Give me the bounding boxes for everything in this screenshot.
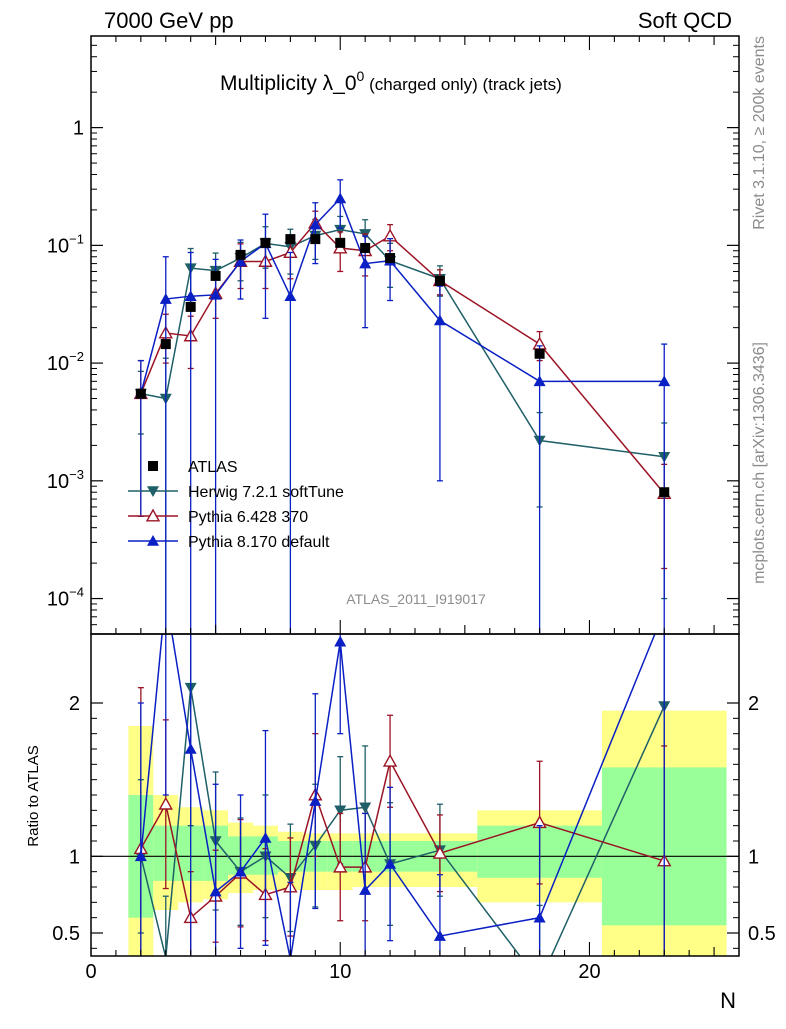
ratio-series-line: [140, 687, 665, 956]
data-point: [335, 237, 346, 248]
ratio-y-axis-label: Ratio to ATLAS: [25, 745, 42, 846]
ratio-y-tick-label-right: 0.5: [748, 923, 776, 945]
legend-marker: [148, 461, 158, 471]
legend-marker: [147, 535, 159, 546]
x-tick-label: 20: [578, 961, 600, 983]
main-y-tick-base: 10: [47, 589, 69, 611]
main-marker: [209, 288, 222, 300]
main-y-tick-exp: −4: [69, 585, 84, 600]
main-y-tick-base: 10: [47, 471, 69, 493]
legend-marker: [147, 486, 159, 497]
ratio-marker: [359, 802, 372, 814]
ratio-y-tick-label: 2: [69, 693, 80, 715]
ratio-marker: [433, 930, 446, 941]
data-point: [285, 234, 296, 245]
main-marker: [359, 257, 372, 269]
main-series-line: [140, 221, 665, 495]
main-series-line: [140, 228, 665, 458]
ratio-marker: [382, 753, 398, 767]
main-series-layer: [133, 179, 672, 634]
ratio-series-line: [140, 634, 656, 956]
legend-entry-label: Pythia 8.170 default: [188, 534, 330, 551]
data-point: [534, 348, 545, 359]
main-marker: [184, 290, 197, 301]
main-y-tick-label: 1: [73, 118, 84, 140]
analysis-watermark: ATLAS_2011_I919017: [346, 591, 486, 607]
ratio-marker: [209, 885, 222, 897]
legend-entry-label: Pythia 6.428 370: [188, 509, 308, 526]
data-point: [434, 275, 445, 286]
main-y-tick-label: 10−4: [47, 585, 84, 611]
header-left-label: 7000 GeV pp: [104, 8, 234, 33]
main-y-tick-base: 10: [47, 235, 69, 257]
ratio-marker: [134, 850, 147, 862]
data-point: [659, 487, 670, 498]
data-point: [385, 253, 396, 264]
ratio-marker: [184, 743, 197, 754]
main-marker: [284, 290, 297, 301]
main-marker: [658, 375, 671, 387]
ratio-y-tick-label-right: 1: [748, 846, 759, 868]
ratio-marker: [533, 911, 546, 923]
main-y-tick-label: 10−2: [47, 349, 84, 375]
legend-marker: [145, 508, 161, 522]
ratio-marker: [158, 796, 173, 810]
plot-title: Multiplicity λ_00 (charged only) (track …: [220, 68, 562, 95]
ratio-y-tick-label-right: 2: [748, 693, 759, 715]
ratio-marker: [309, 795, 322, 806]
ratio-marker: [333, 859, 348, 873]
ratio-y-tick-label: 0.5: [52, 923, 80, 945]
main-marker: [309, 218, 322, 230]
plot-title-superscript: 0: [357, 68, 365, 84]
data-point: [135, 388, 146, 399]
main-y-tick-label: 10−1: [47, 231, 84, 257]
data-point: [310, 234, 321, 245]
main-y-tick-base: 10: [47, 353, 69, 375]
main-marker: [533, 375, 546, 387]
main-y-tick-exp: −2: [69, 349, 84, 364]
ratio-marker: [334, 635, 347, 647]
data-point: [235, 249, 246, 260]
main-marker: [334, 192, 347, 204]
main-marker: [159, 293, 172, 304]
ratio-marker: [432, 845, 448, 859]
ratio-marker: [234, 865, 247, 877]
ratio-marker: [259, 831, 272, 843]
plot-title-subtitle: (charged only) (track jets): [364, 75, 561, 94]
legend-entry-label: ATLAS: [188, 459, 238, 476]
data-point: [210, 270, 221, 281]
rivet-version-label: Rivet 3.1.10, ≥ 200k events: [751, 36, 768, 230]
axes-ticks: 10−410−310−210−110.5 0.51 12 20 10 20: [47, 35, 776, 983]
main-marker: [433, 314, 446, 326]
main-y-tick-label: 10−3: [47, 467, 84, 493]
ratio-marker: [334, 805, 347, 817]
data-point: [360, 242, 371, 253]
data-point: [185, 301, 196, 312]
data-point: [160, 339, 171, 350]
legend-entry-label: Herwig 7.2.1 softTune: [188, 484, 344, 501]
ratio-series-line: [140, 759, 665, 920]
ratio-y-tick-label: 1: [69, 846, 80, 868]
main-series-line: [140, 197, 665, 394]
ratio-marker: [384, 858, 397, 869]
mcplots-label: mcplots.cern.ch [arXiv:1306.3436]: [751, 342, 768, 584]
legend: ATLAS Herwig 7.2.1 softTune Pythia 6.428 3…: [128, 459, 344, 551]
data-point: [260, 237, 271, 248]
plot-title-main: Multiplicity λ_0: [220, 72, 357, 95]
main-marker: [234, 255, 247, 267]
ratio-series-layer: [133, 634, 672, 956]
main-y-tick-exp: −1: [69, 231, 84, 246]
x-axis-label: N: [720, 988, 736, 1013]
x-tick-label: 0: [85, 961, 96, 983]
x-tick-label: 10: [329, 961, 351, 983]
header-right-label: Soft QCD: [638, 8, 732, 33]
main-y-tick-exp: −3: [69, 467, 84, 482]
ratio-marker: [359, 884, 372, 895]
